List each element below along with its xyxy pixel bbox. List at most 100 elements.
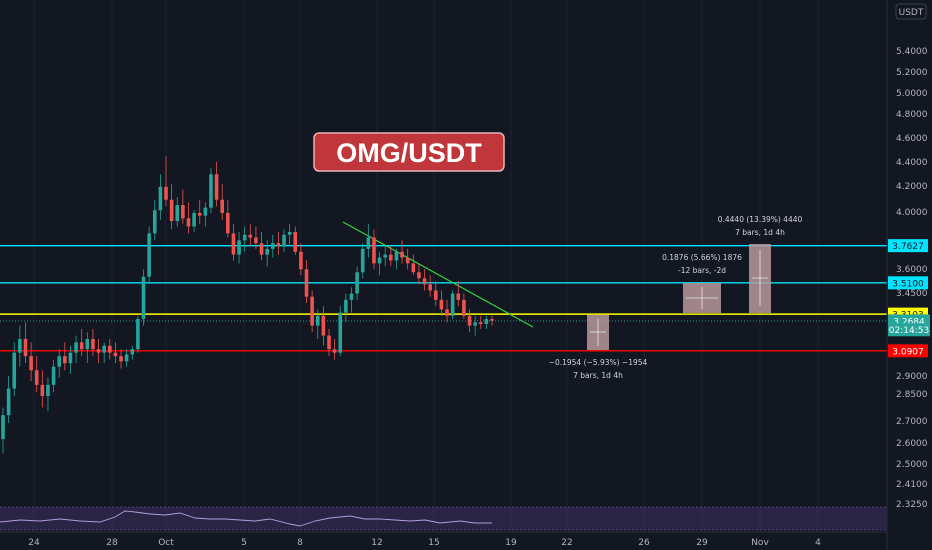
price-tick-label: 2.6000 [896,439,928,449]
measure-box-up-small[interactable] [683,283,721,313]
candle [85,332,90,364]
candle [113,342,118,364]
candle [164,155,168,207]
time-tick-label: 22 [561,538,572,548]
candle [181,189,185,224]
candle [63,342,67,371]
price-tag-label: 02:14:53 [889,326,929,336]
candle [478,315,483,329]
candle [119,349,123,369]
candlestick-series [1,155,494,454]
candle [282,229,286,252]
candle [332,338,337,360]
candle [445,299,449,323]
level-tag [888,276,928,290]
candle [433,281,438,307]
title-badge: OMG/USDT [313,132,505,172]
level-tag [888,344,928,358]
candle [490,315,494,326]
candle [383,246,388,267]
candle [428,275,432,297]
price-tick-label: 5.2000 [896,68,928,78]
time-tick-label: 12 [371,538,382,548]
candle [276,231,281,255]
measure-annotation-3-line1: −0.1954 (−5.93%) −1954 [549,358,648,367]
measure-annotation-2-line2: -12 bars, -2d [678,266,726,275]
candle [102,342,106,364]
candle [299,243,303,276]
candle [197,199,202,224]
time-tick-label: 5 [241,538,247,548]
currency-selector[interactable]: USDT [895,3,927,20]
candle [57,349,62,378]
candle [6,375,11,424]
candle [417,263,421,285]
time-tick-label: 24 [28,538,40,548]
candle [377,251,382,276]
candle [344,293,348,323]
candle [169,184,174,230]
price-tick-label: 4.2000 [896,182,928,192]
measure-box-down[interactable] [587,315,609,350]
candle [265,240,269,267]
candle [389,246,393,267]
price-tick-label: 3.6000 [896,265,928,275]
candle [152,199,157,241]
candle [315,309,320,339]
candle [422,269,427,291]
candle [147,226,151,285]
price-tick-label: 2.8500 [896,390,928,400]
candle [1,407,5,454]
measure-box-up-large[interactable] [749,244,771,313]
candle [310,290,314,333]
price-tag-label: 3.2684 [893,317,925,327]
candle [136,315,140,353]
candle [394,248,399,270]
measure-annotation-3-line2: 7 bars, 1d 4h [573,371,623,380]
candle [372,229,376,270]
candle [34,356,39,393]
price-tick-label: 4.6000 [896,134,928,144]
candle [124,349,129,367]
candle [46,377,50,412]
candle [237,231,241,264]
time-tick-label: 4 [815,538,821,548]
candle [23,322,28,364]
candle [366,223,371,258]
candle [175,197,180,227]
candle [186,202,191,234]
candle [192,210,196,232]
candle [29,342,33,382]
candle [321,306,326,346]
price-axis[interactable]: 5.4000 5.2000 5.0000 4.8000 4.6000 4.4000 4.20… [886,0,928,550]
candle [400,240,404,264]
candle [74,335,78,364]
indicator-line [0,510,492,527]
time-tick-label: 8 [297,538,303,548]
candle [231,223,236,261]
level-tag-label: 3.0907 [892,347,924,357]
candle [96,338,101,364]
candle [439,290,444,316]
price-tick-label: 4.4000 [896,158,928,168]
measure-annotation-1-line1: 0.4440 (13.39%) 4440 [718,215,803,224]
candle [462,293,466,320]
candle [51,359,56,393]
candle [141,269,146,326]
time-tick-label: 26 [638,538,650,548]
time-axis[interactable]: 24 28 Oct 5 8 12 15 19 22 26 29 Nov 4 [0,531,887,548]
level-tag-label: 3.5100 [892,279,924,289]
candle [259,231,264,261]
candle [107,338,112,360]
candle [287,223,292,247]
price-tick-label: 2.9000 [896,372,928,382]
candle [270,234,275,258]
price-tick-label: 2.5000 [896,460,928,470]
indicator-panel [0,506,887,531]
level-tag [888,239,928,253]
price-tick-label: 4.8000 [896,110,928,120]
candle [220,184,225,220]
